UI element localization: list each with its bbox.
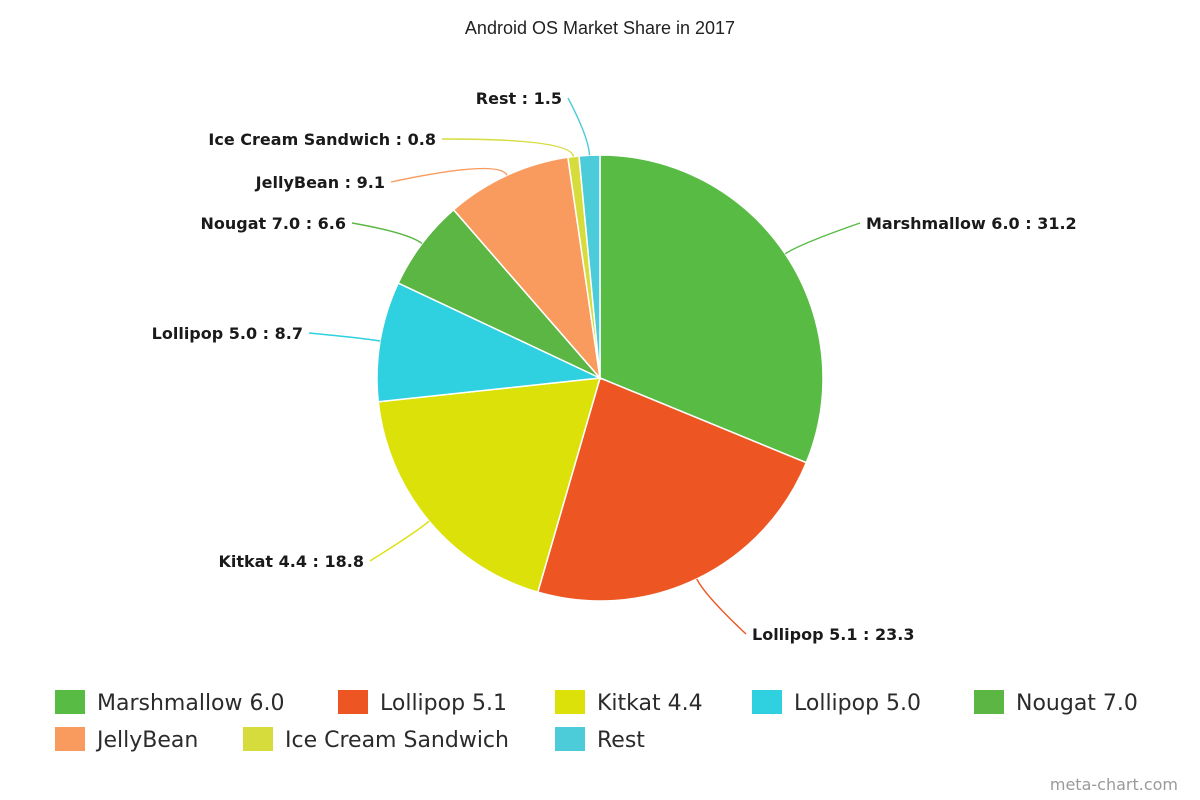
legend-swatch-nougat-7-0 [974, 690, 1004, 714]
label-connectors [308, 97, 861, 635]
legend-label-lollipop-5-0: Lollipop 5.0 [794, 691, 921, 716]
connector-jellybean [390, 167, 508, 183]
legend-item-kitkat-4-4: Kitkat 4.4 [555, 690, 703, 716]
legend-item-nougat-7-0: Nougat 7.0 [974, 690, 1138, 716]
legend-swatch-rest [555, 727, 585, 751]
data-label-jellybean: JellyBean : 9.1 [255, 173, 385, 192]
legend-item-ice-cream-sandwich: Ice Cream Sandwich [243, 727, 509, 753]
connector-kitkat-4-4 [369, 520, 430, 562]
legend-swatch-ice-cream-sandwich [243, 727, 273, 751]
connector-rest [567, 97, 591, 156]
data-label-lollipop-5-0: Lollipop 5.0 : 8.7 [152, 324, 303, 343]
data-label-marshmallow-6-0: Marshmallow 6.0 : 31.2 [866, 214, 1077, 233]
legend-swatch-lollipop-5-0 [752, 690, 782, 714]
data-label-kitkat-4-4: Kitkat 4.4 : 18.8 [218, 552, 364, 571]
chart-title: Android OS Market Share in 2017 [465, 18, 735, 38]
data-labels: Marshmallow 6.0 : 31.2 Lollipop 5.1 : 23.… [152, 89, 1077, 644]
legend-item-rest: Rest [555, 727, 645, 753]
pie-slice-rest [578, 154, 601, 379]
pie-slice-lollipop-5-1 [536, 376, 808, 602]
legend-label-ice-cream-sandwich: Ice Cream Sandwich [285, 728, 509, 753]
legend-item-jellybean: JellyBean [55, 727, 198, 753]
data-label-rest: Rest : 1.5 [476, 89, 562, 108]
connector-ice-cream-sandwich [441, 138, 575, 157]
legend-label-marshmallow-6-0: Marshmallow 6.0 [97, 691, 284, 716]
legend-label-lollipop-5-1: Lollipop 5.1 [380, 691, 507, 716]
legend: Marshmallow 6.0 Lollipop 5.1 Kitkat 4.4 Lol… [55, 690, 1138, 753]
legend-item-marshmallow-6-0: Marshmallow 6.0 [55, 690, 284, 716]
legend-item-lollipop-5-0: Lollipop 5.0 [752, 690, 921, 716]
legend-label-rest: Rest [597, 728, 645, 753]
legend-label-nougat-7-0: Nougat 7.0 [1016, 691, 1138, 716]
legend-swatch-kitkat-4-4 [555, 690, 585, 714]
pie-slices [376, 154, 824, 602]
data-label-ice-cream-sandwich: Ice Cream Sandwich : 0.8 [208, 130, 436, 149]
legend-label-kitkat-4-4: Kitkat 4.4 [597, 691, 703, 716]
connector-marshmallow-6-0 [784, 222, 861, 255]
data-label-nougat-7-0: Nougat 7.0 : 6.6 [201, 214, 346, 233]
credit-text: meta-chart.com [1050, 775, 1178, 794]
legend-label-jellybean: JellyBean [95, 728, 198, 753]
legend-swatch-lollipop-5-1 [338, 690, 368, 714]
data-label-lollipop-5-1: Lollipop 5.1 : 23.3 [752, 625, 914, 644]
connector-lollipop-5-1 [696, 578, 747, 635]
legend-swatch-jellybean [55, 727, 85, 751]
connector-lollipop-5-0 [308, 332, 381, 342]
legend-item-lollipop-5-1: Lollipop 5.1 [338, 690, 507, 716]
legend-swatch-marshmallow-6-0 [55, 690, 85, 714]
pie-slice-jellybean [452, 156, 602, 381]
connector-nougat-7-0 [351, 222, 423, 245]
